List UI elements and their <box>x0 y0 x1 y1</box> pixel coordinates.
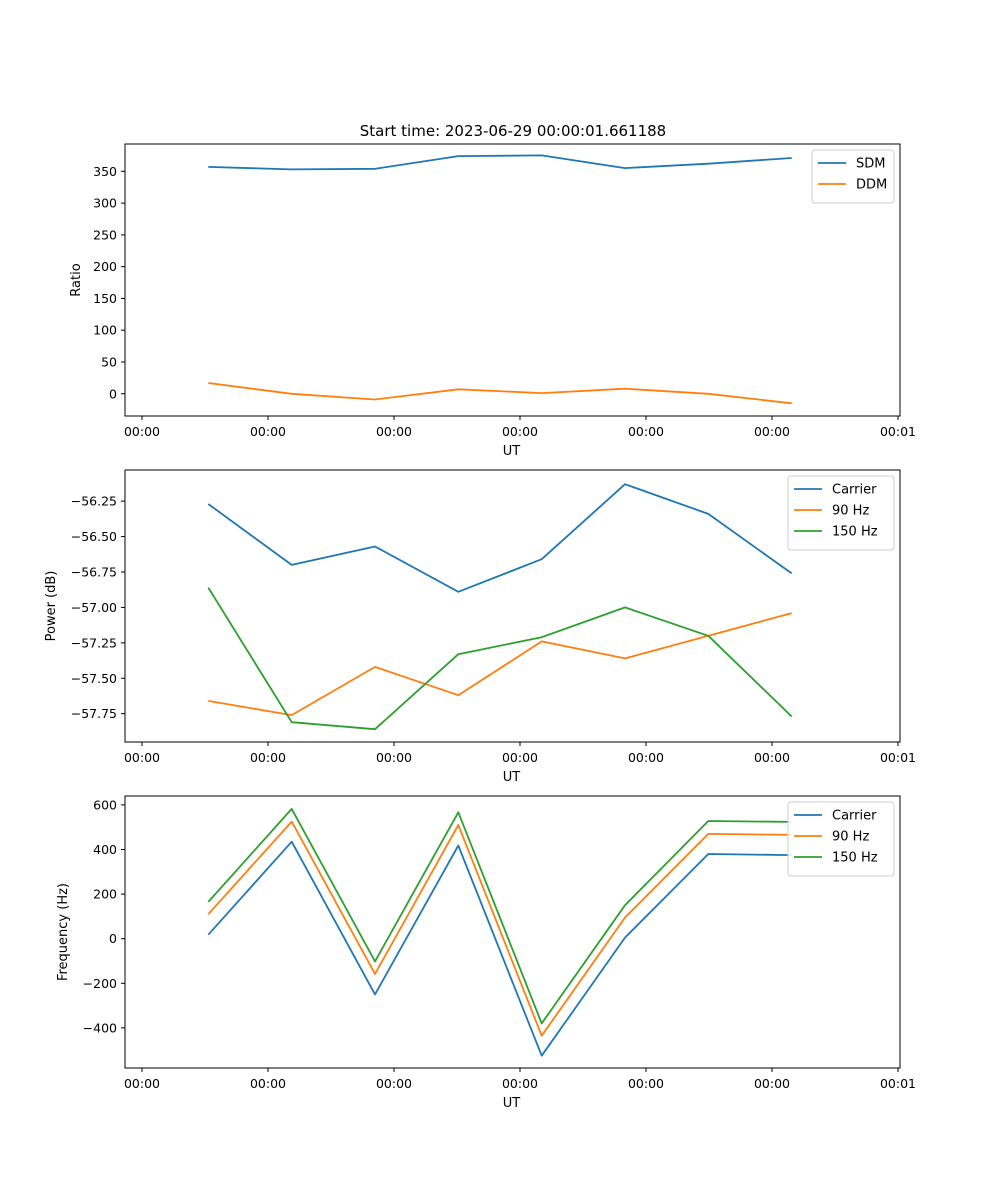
frequency-x-tick-label: 00:01 <box>880 1076 916 1091</box>
power-x-tick-label: 00:01 <box>880 750 916 765</box>
frequency-plot-frame <box>124 795 901 1069</box>
power-legend-label-150-hz: 150 Hz <box>832 525 878 540</box>
frequency-y-tick-label: 400 <box>93 842 117 857</box>
ratio-series-sdm-line <box>208 154 792 171</box>
frequency-y-tick-label: −200 <box>83 976 117 991</box>
frequency-x-tick-label: 00:00 <box>124 1076 160 1091</box>
power-legend-label-carrier: Carrier <box>832 483 877 498</box>
power-legend: Carrier 90 Hz 150 Hz <box>787 475 895 551</box>
frequency-panel: −400 −200 0 200 400 600 00:00 00:00 00:00 00:00 00… <box>56 795 916 1111</box>
ratio-legend-label-ddm: DDM <box>856 178 887 193</box>
frequency-legend-label-150-hz: 150 Hz <box>832 851 878 866</box>
power-series-90-hz-line <box>208 612 792 716</box>
ratio-y-tick-label: 100 <box>93 323 117 338</box>
ratio-x-tick-label: 00:01 <box>880 424 916 439</box>
ratio-legend-label-sdm: SDM <box>856 157 885 172</box>
power-x-tick-label: 00:00 <box>754 750 790 765</box>
frequency-y-tick-label: 600 <box>93 797 117 812</box>
ratio-panel: 0 50 100 150 200 250 300 350 00:00 00:00 00:00 00:0… <box>69 143 916 459</box>
ratio-y-tick-label: 350 <box>93 164 117 179</box>
frequency-legend: Carrier 90 Hz 150 Hz <box>787 801 895 877</box>
power-x-tick-label: 00:00 <box>628 750 664 765</box>
ratio-y-tick-label: 50 <box>101 354 117 369</box>
frequency-y-tick-label: −400 <box>83 1020 117 1035</box>
power-legend-label-90-hz: 90 Hz <box>832 504 869 519</box>
power-y-tick-label: −56.25 <box>71 494 117 509</box>
ratio-x-tick-label: 00:00 <box>754 424 790 439</box>
power-x-axis-label: UT <box>503 770 521 785</box>
frequency-x-axis-label: UT <box>503 1096 521 1111</box>
power-y-tick-label: −56.50 <box>71 529 117 544</box>
ratio-y-tick-label: 300 <box>93 196 117 211</box>
ratio-y-tick-label: 250 <box>93 227 117 242</box>
ratio-series-ddm-line <box>208 382 792 405</box>
ratio-y-tick-label: 150 <box>93 291 117 306</box>
ratio-y-tick-label: 0 <box>109 386 117 401</box>
frequency-x-tick-label: 00:00 <box>250 1076 286 1091</box>
frequency-legend-label-carrier: Carrier <box>832 809 877 824</box>
ratio-x-tick-label: 00:00 <box>628 424 664 439</box>
power-y-tick-label: −57.50 <box>71 671 117 686</box>
frequency-legend-label-90-hz: 90 Hz <box>832 830 869 845</box>
power-y-tick-label: −56.75 <box>71 565 117 580</box>
frequency-y-tick-label: 0 <box>109 931 117 946</box>
frequency-x-tick-label: 00:00 <box>628 1076 664 1091</box>
power-x-tick-label: 00:00 <box>250 750 286 765</box>
frequency-x-tick-label: 00:00 <box>754 1076 790 1091</box>
ratio-x-tick-label: 00:00 <box>250 424 286 439</box>
power-x-tick-label: 00:00 <box>376 750 412 765</box>
power-x-tick-label: 00:00 <box>124 750 160 765</box>
ratio-plot-frame <box>124 143 901 417</box>
power-series-carrier-line <box>207 483 793 593</box>
frequency-series-150-hz-line <box>207 808 792 1025</box>
frequency-series-90-hz-line <box>207 820 792 1037</box>
ratio-x-tick-label: 00:00 <box>124 424 160 439</box>
ratio-x-tick-label: 00:00 <box>502 424 538 439</box>
ratio-y-tick-label: 200 <box>93 259 117 274</box>
power-series-150-hz-line <box>207 587 793 731</box>
frequency-y-axis-label: Frequency (Hz) <box>56 883 71 981</box>
figure-title: Start time: 2023-06-29 00:00:01.661188 <box>360 122 666 140</box>
power-plot-frame <box>124 469 901 743</box>
ratio-x-axis-label: UT <box>503 444 521 459</box>
power-y-axis-label: Power (dB) <box>44 571 59 642</box>
frequency-x-tick-label: 00:00 <box>502 1076 538 1091</box>
power-y-tick-label: −57.25 <box>71 635 117 650</box>
power-y-tick-label: −57.00 <box>71 600 117 615</box>
ratio-legend: SDM DDM <box>811 149 895 204</box>
power-y-tick-label: −57.75 <box>71 706 117 721</box>
frequency-series-carrier-line <box>207 840 792 1057</box>
frequency-y-tick-label: 200 <box>93 887 117 902</box>
ratio-x-tick-label: 00:00 <box>376 424 412 439</box>
power-x-tick-label: 00:00 <box>502 750 538 765</box>
ratio-y-axis-label: Ratio <box>69 263 84 296</box>
power-panel: −57.75 −57.50 −57.25 −57.00 −56.75 −56.50 −56.… <box>44 469 916 785</box>
frequency-x-tick-label: 00:00 <box>376 1076 412 1091</box>
